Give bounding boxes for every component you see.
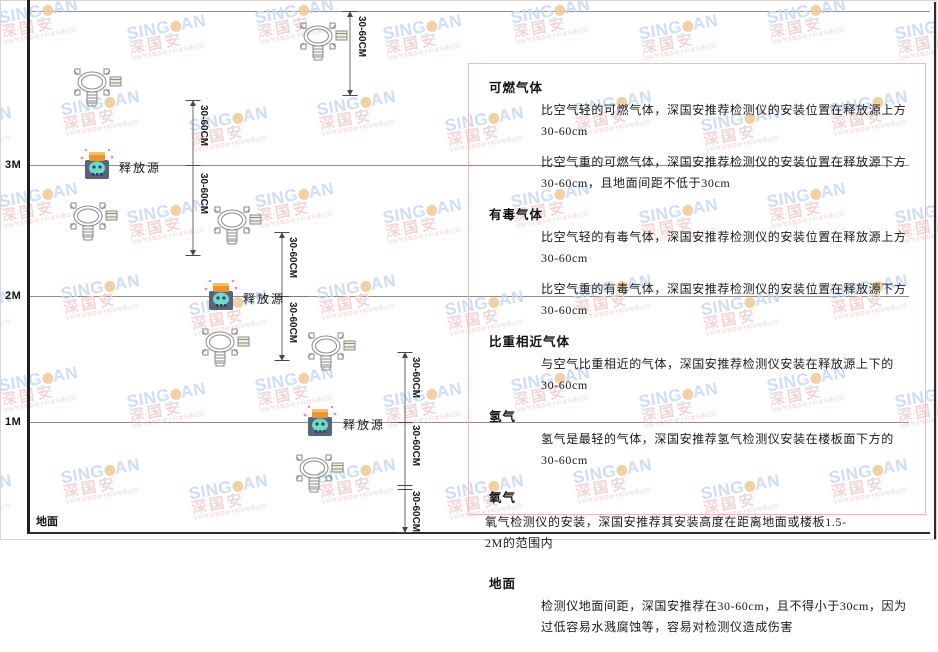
dimension-label: 30-60CM xyxy=(356,16,367,58)
release-source-label: 释放源 xyxy=(119,161,162,175)
axis-label-3m: 3M xyxy=(5,159,22,171)
guideline-paragraph: 与空气比重相近的气体，深国安推荐检测仪安装在释放源上下的30-60cm xyxy=(541,357,894,392)
release-source-label: 释放源 xyxy=(343,418,386,432)
guideline-section-title: 氢气 xyxy=(489,410,517,424)
release-source-label: 释放源 xyxy=(243,292,286,306)
level-line-3m xyxy=(29,165,909,166)
guideline-paragraph: 比空气轻的可燃气体，深国安推荐检测仪的安装位置在释放源上方30-60cm xyxy=(541,103,907,138)
guideline-paragraph: 比空气重的可燃气体，深国安推荐检测仪的安装位置在释放源下方30-60cm，且地面… xyxy=(541,155,907,190)
guideline-section: 可燃气体比空气轻的可燃气体，深国安推荐检测仪的安装位置在释放源上方30-60cm… xyxy=(485,77,911,194)
source-leader-line xyxy=(290,296,308,297)
guideline-section-title: 有毒气体 xyxy=(489,208,544,222)
dimension-line xyxy=(274,232,290,361)
outer-frame xyxy=(0,0,937,540)
dimension-label: 30-60CM xyxy=(410,357,421,399)
axis-label-2m: 2M xyxy=(5,290,22,302)
dimension-line xyxy=(397,352,413,533)
section-spacer xyxy=(485,554,911,568)
release-source-icon xyxy=(79,148,115,187)
guidelines-content: 可燃气体比空气轻的可燃气体，深国安推荐检测仪的安装位置在释放源上方30-60cm… xyxy=(469,64,925,652)
guideline-section-title: 地面 xyxy=(489,577,517,591)
guideline-paragraph: 氢气是最轻的气体，深国安推荐氢气检测仪安装在楼板面下方的30-60cm xyxy=(541,432,894,467)
gas-detector-icon xyxy=(302,330,358,377)
level-line-2m xyxy=(29,296,909,297)
guideline-paragraph: 比空气重的有毒气体，深国安推荐检测仪的安装位置在释放源下方30-60cm xyxy=(541,282,907,317)
axis-label-1m: 1M xyxy=(5,416,22,428)
gas-detector-icon xyxy=(196,326,252,373)
guideline-paragraph: 比空气轻的有毒气体，深国安推荐检测仪的安装位置在释放源上方30-60cm xyxy=(541,230,907,265)
gas-detector-icon xyxy=(294,20,350,67)
dimension-line xyxy=(185,100,201,256)
dimension-label: 30-60CM xyxy=(410,425,421,467)
guideline-paragraph: 检测仪地面间距，深国安推荐在30-60cm，且不得小于30cm，因为过低容易水溅… xyxy=(541,599,907,634)
guideline-section: 有毒气体比空气轻的有毒气体，深国安推荐检测仪的安装位置在释放源上方30-60cm… xyxy=(485,204,911,321)
screenshot-root: SINGAN深国安深圳市深国安电子科技有限公司SINGAN深国安深圳市深国安电子… xyxy=(0,0,938,634)
dimension-label: 30-60CM xyxy=(198,173,209,215)
source-leader-line xyxy=(390,422,404,423)
right-border-rule xyxy=(934,2,936,539)
dimension-label: 30-60CM xyxy=(410,491,421,533)
ceiling-line xyxy=(29,11,930,12)
release-source-icon xyxy=(203,279,239,318)
gas-detector-icon xyxy=(208,204,264,251)
guideline-section-title: 比重相近气体 xyxy=(489,335,571,349)
dimension-line xyxy=(342,11,358,96)
gas-detector-icon xyxy=(68,66,124,113)
ground-baseline xyxy=(28,532,930,534)
vertical-axis xyxy=(27,0,30,534)
guideline-section: 氧气氧气检测仪的安装，深国安推荐其安装高度在距离地面或楼板1.5-2M的范围内 xyxy=(485,481,911,568)
level-line-1m xyxy=(29,422,909,423)
guideline-section: 比重相近气体与空气比重相近的气体，深国安推荐检测仪安装在释放源上下的30-60c… xyxy=(485,331,911,396)
guideline-paragraph: 氧气检测仪的安装，深国安推荐其安装高度在距离地面或楼板1.5-2M的范围内 xyxy=(485,515,847,550)
ground-label: 地面 xyxy=(36,516,58,528)
dimension-label: 30-60CM xyxy=(287,302,298,344)
guidelines-panel: 可燃气体比空气轻的可燃气体，深国安推荐检测仪的安装位置在释放源上方30-60cm… xyxy=(468,63,926,634)
release-source-icon xyxy=(302,405,338,444)
gas-detector-icon xyxy=(64,200,120,247)
guideline-section-title: 可燃气体 xyxy=(489,81,544,95)
guideline-section-title: 氧气 xyxy=(489,491,517,505)
guideline-section: 地面检测仪地面间距，深国安推荐在30-60cm，且不得小于30cm，因为过低容易… xyxy=(485,573,911,638)
gas-detector-icon xyxy=(290,452,346,499)
guideline-section: 氢气氢气是最轻的气体，深国安推荐氢气检测仪安装在楼板面下方的30-60cm xyxy=(485,406,911,471)
dimension-label: 30-60CM xyxy=(287,237,298,279)
dimension-label: 30-60CM xyxy=(198,105,209,147)
